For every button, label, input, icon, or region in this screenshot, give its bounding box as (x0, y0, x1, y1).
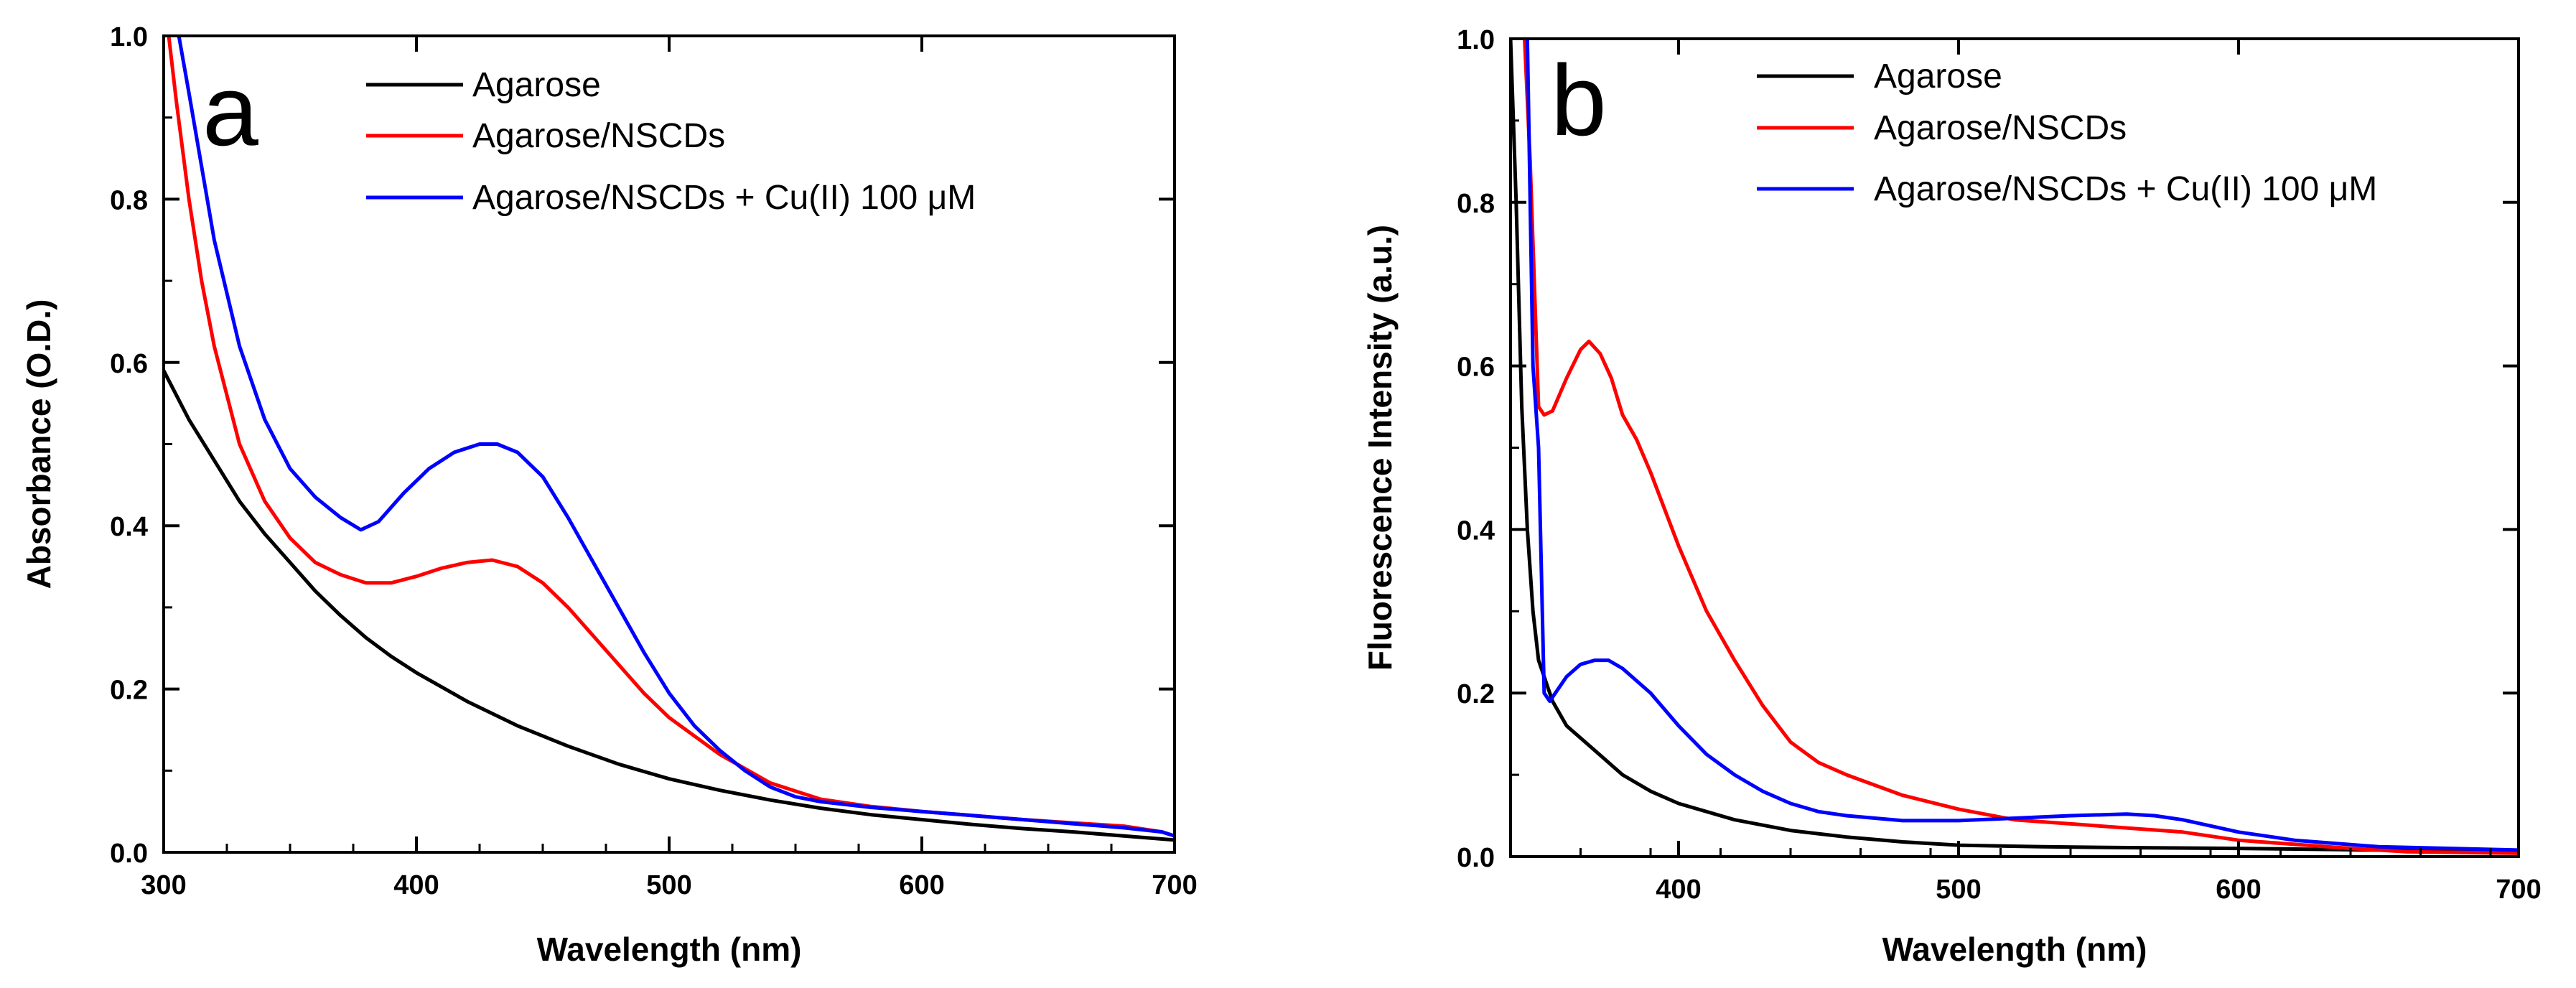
y-tick-label: 0.4 (1457, 516, 1495, 546)
x-axis-title: Wavelength (nm) (537, 931, 802, 968)
plot-frame (1509, 37, 2520, 858)
legend-label-1: Agarose (1874, 57, 2002, 95)
y-axis-title: Absorbance (O.D.) (20, 299, 57, 589)
y-tick-label: 0.4 (110, 512, 148, 542)
legend-label-1: Agarose (472, 66, 601, 104)
legend-label-3: Agarose/NSCDs + Cu(II) 100 μM (472, 179, 976, 217)
panel-a-letter: a (202, 54, 258, 167)
y-tick-label: 0.0 (110, 839, 148, 869)
y-axis-title: Fluorescence Intensity (a.u.) (1361, 225, 1399, 671)
panel-b-chart: 400 500 600 700 0.0 0.2 0.4 0.6 0.8 1.0 Wavelength… (1361, 25, 2542, 968)
legend-label-3: Agarose/NSCDs + Cu(II) 100 μM (1874, 170, 2377, 208)
plot-frame (162, 34, 1176, 854)
x-tick-label: 500 (1936, 875, 1981, 905)
x-tick-label: 700 (2496, 875, 2541, 905)
series-line-1 (1511, 39, 2519, 854)
y-tick-label: 0.2 (110, 676, 148, 706)
y-tick-label: 0.6 (1457, 353, 1495, 383)
y-tick-label: 0.2 (1457, 679, 1495, 709)
legend-label-2: Agarose/NSCDs (1874, 109, 2127, 147)
x-axis-title: Wavelength (nm) (1882, 931, 2147, 968)
x-tick-label: 600 (899, 870, 944, 900)
x-tick-label: 500 (646, 870, 691, 900)
y-tick-label: 0.8 (1457, 189, 1495, 219)
x-tick-label: 400 (393, 870, 439, 900)
y-tick-label: 1.0 (1457, 25, 1495, 55)
y-tick-label: 1.0 (110, 22, 148, 52)
panel-a-chart: 300 400 500 600 700 0.0 0.2 0.4 0.6 0.8 1.0 Wavelen… (20, 22, 1198, 968)
x-tick-label: 400 (1656, 875, 1701, 905)
y-tick-label: 0.6 (110, 349, 148, 379)
x-tick-label: 600 (2216, 875, 2261, 905)
series-line-2 (167, 36, 1175, 838)
panel-b-letter: b (1551, 44, 1607, 157)
y-tick-label: 0.0 (1457, 843, 1495, 873)
y-tick-label: 0.8 (110, 185, 148, 215)
x-tick-label: 700 (1152, 870, 1197, 900)
series-line-3 (1525, 39, 2519, 852)
x-tick-label: 300 (141, 870, 186, 900)
series-line-3 (177, 36, 1175, 838)
legend-label-2: Agarose/NSCDs (472, 117, 725, 155)
series-line-1 (164, 370, 1175, 842)
series-line-2 (1523, 39, 2519, 855)
